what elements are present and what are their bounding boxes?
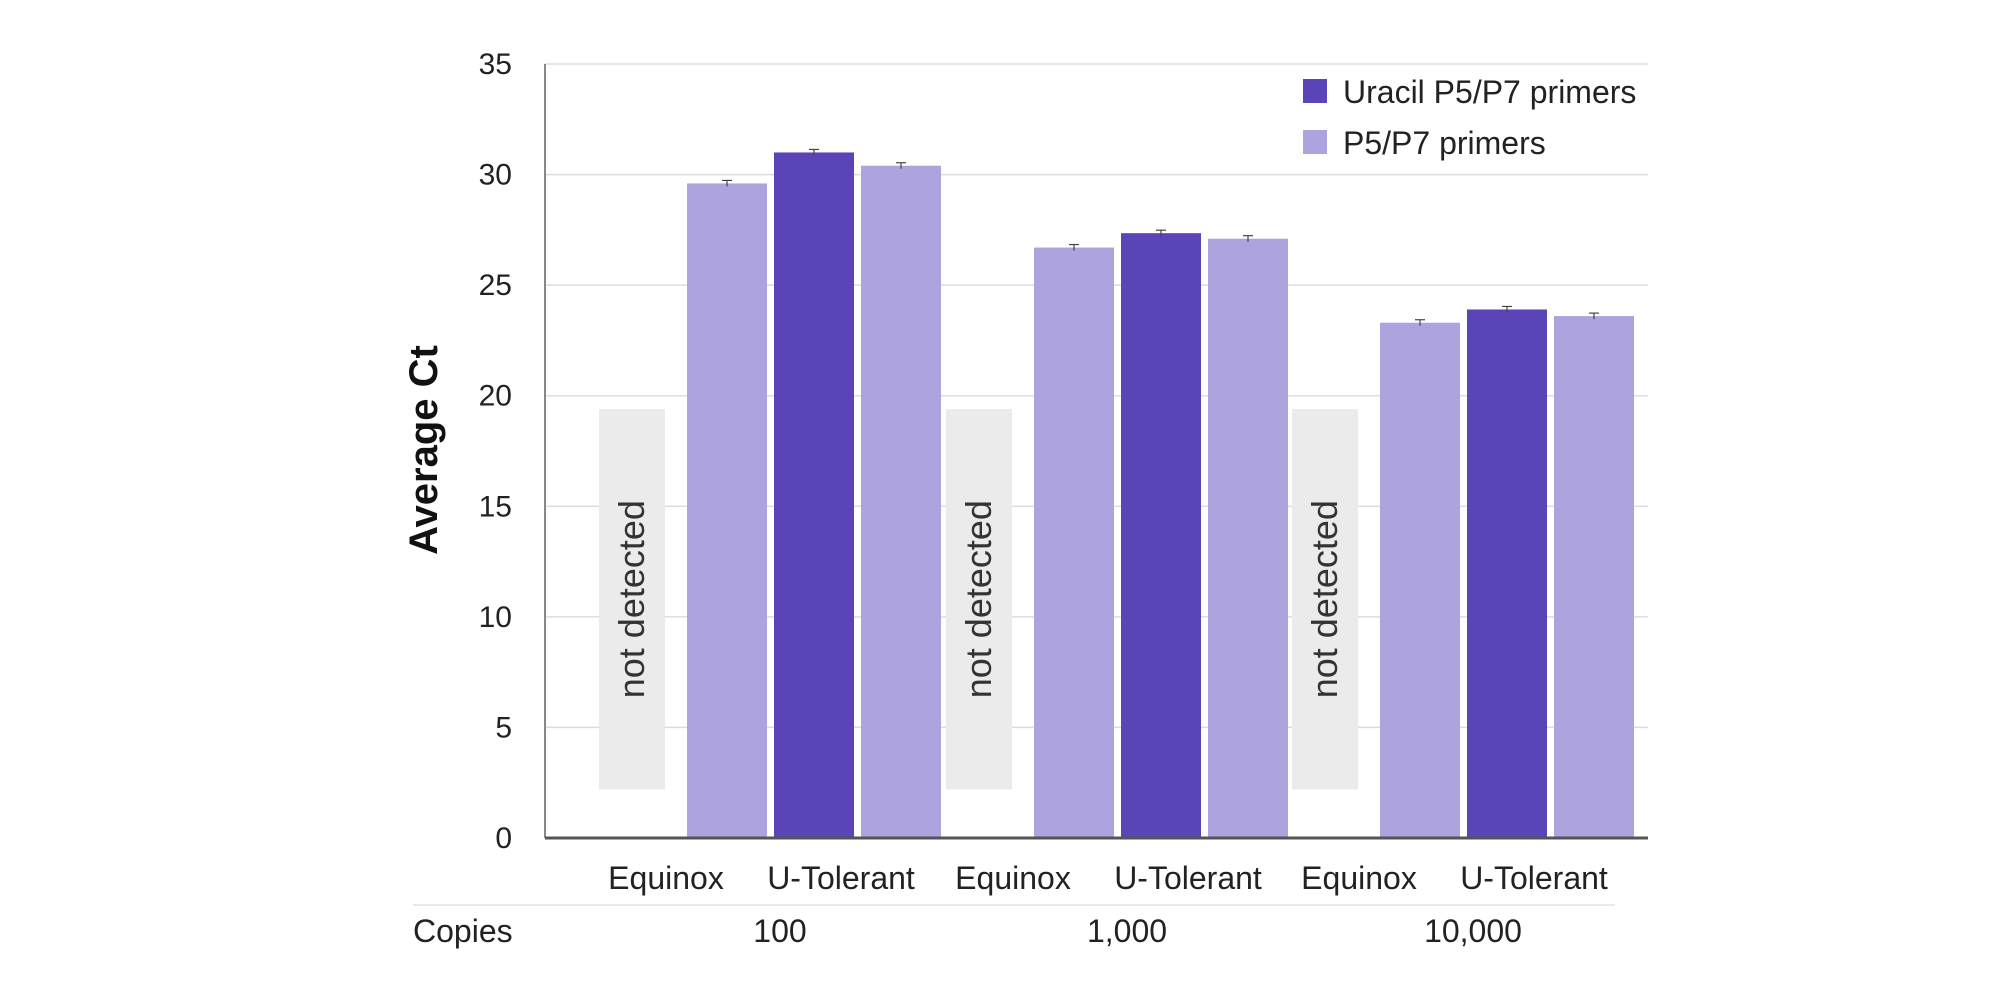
legend: Uracil P5/P7 primers P5/P7 primers — [1303, 74, 1636, 161]
x-category-label: Equinox — [955, 860, 1071, 896]
x-category-label: U-Tolerant — [767, 860, 915, 896]
group-labels: 100 1,000 10,000 — [413, 904, 1615, 949]
x-category-label: Equinox — [1301, 860, 1417, 896]
y-tick-label: 35 — [479, 48, 512, 81]
not-detected-placeholder — [1292, 408, 1358, 790]
y-tick-label: 25 — [479, 269, 512, 302]
bar — [1208, 238, 1288, 838]
y-tick-label: 10 — [479, 601, 512, 634]
bar — [1121, 233, 1201, 838]
not-detected-placeholder — [599, 408, 665, 790]
bar — [1467, 309, 1547, 838]
legend-swatch — [1303, 130, 1327, 154]
x-category-label: U-Tolerant — [1114, 860, 1262, 896]
y-tick-labels: 0 5 10 15 20 25 30 35 — [479, 48, 512, 855]
legend-swatch — [1303, 79, 1327, 103]
copies-group-label: 100 — [753, 913, 806, 949]
bar — [1380, 322, 1460, 838]
copies-group-label: 1,000 — [1087, 913, 1167, 949]
y-tick-label: 20 — [479, 380, 512, 413]
bar — [1034, 247, 1114, 838]
bar — [1554, 316, 1634, 838]
bar — [861, 165, 941, 838]
not-detected-label: not detected — [958, 500, 999, 698]
bar — [687, 183, 767, 839]
bar — [774, 152, 854, 838]
axes — [544, 64, 1648, 840]
copies-group-label: 10,000 — [1424, 913, 1522, 949]
legend-entry: P5/P7 primers — [1343, 125, 1546, 161]
copies-row-label: Copies — [413, 913, 513, 949]
x-category-labels: Equinox U-Tolerant Equinox U-Tolerant Equino… — [608, 860, 1608, 896]
legend-entry: Uracil P5/P7 primers — [1343, 74, 1636, 110]
y-tick-label: 0 — [495, 822, 512, 855]
x-category-label: U-Tolerant — [1460, 860, 1608, 896]
bars: not detected not detected not detected — [599, 148, 1634, 839]
y-tick-label: 5 — [495, 711, 512, 744]
not-detected-label: not detected — [1304, 500, 1345, 698]
x-category-label: Equinox — [608, 860, 724, 896]
not-detected-placeholder — [946, 408, 1012, 790]
y-tick-label: 15 — [479, 490, 512, 523]
y-axis-label: Average Ct — [402, 345, 446, 555]
y-tick-label: 30 — [479, 159, 512, 192]
not-detected-label: not detected — [611, 500, 652, 698]
